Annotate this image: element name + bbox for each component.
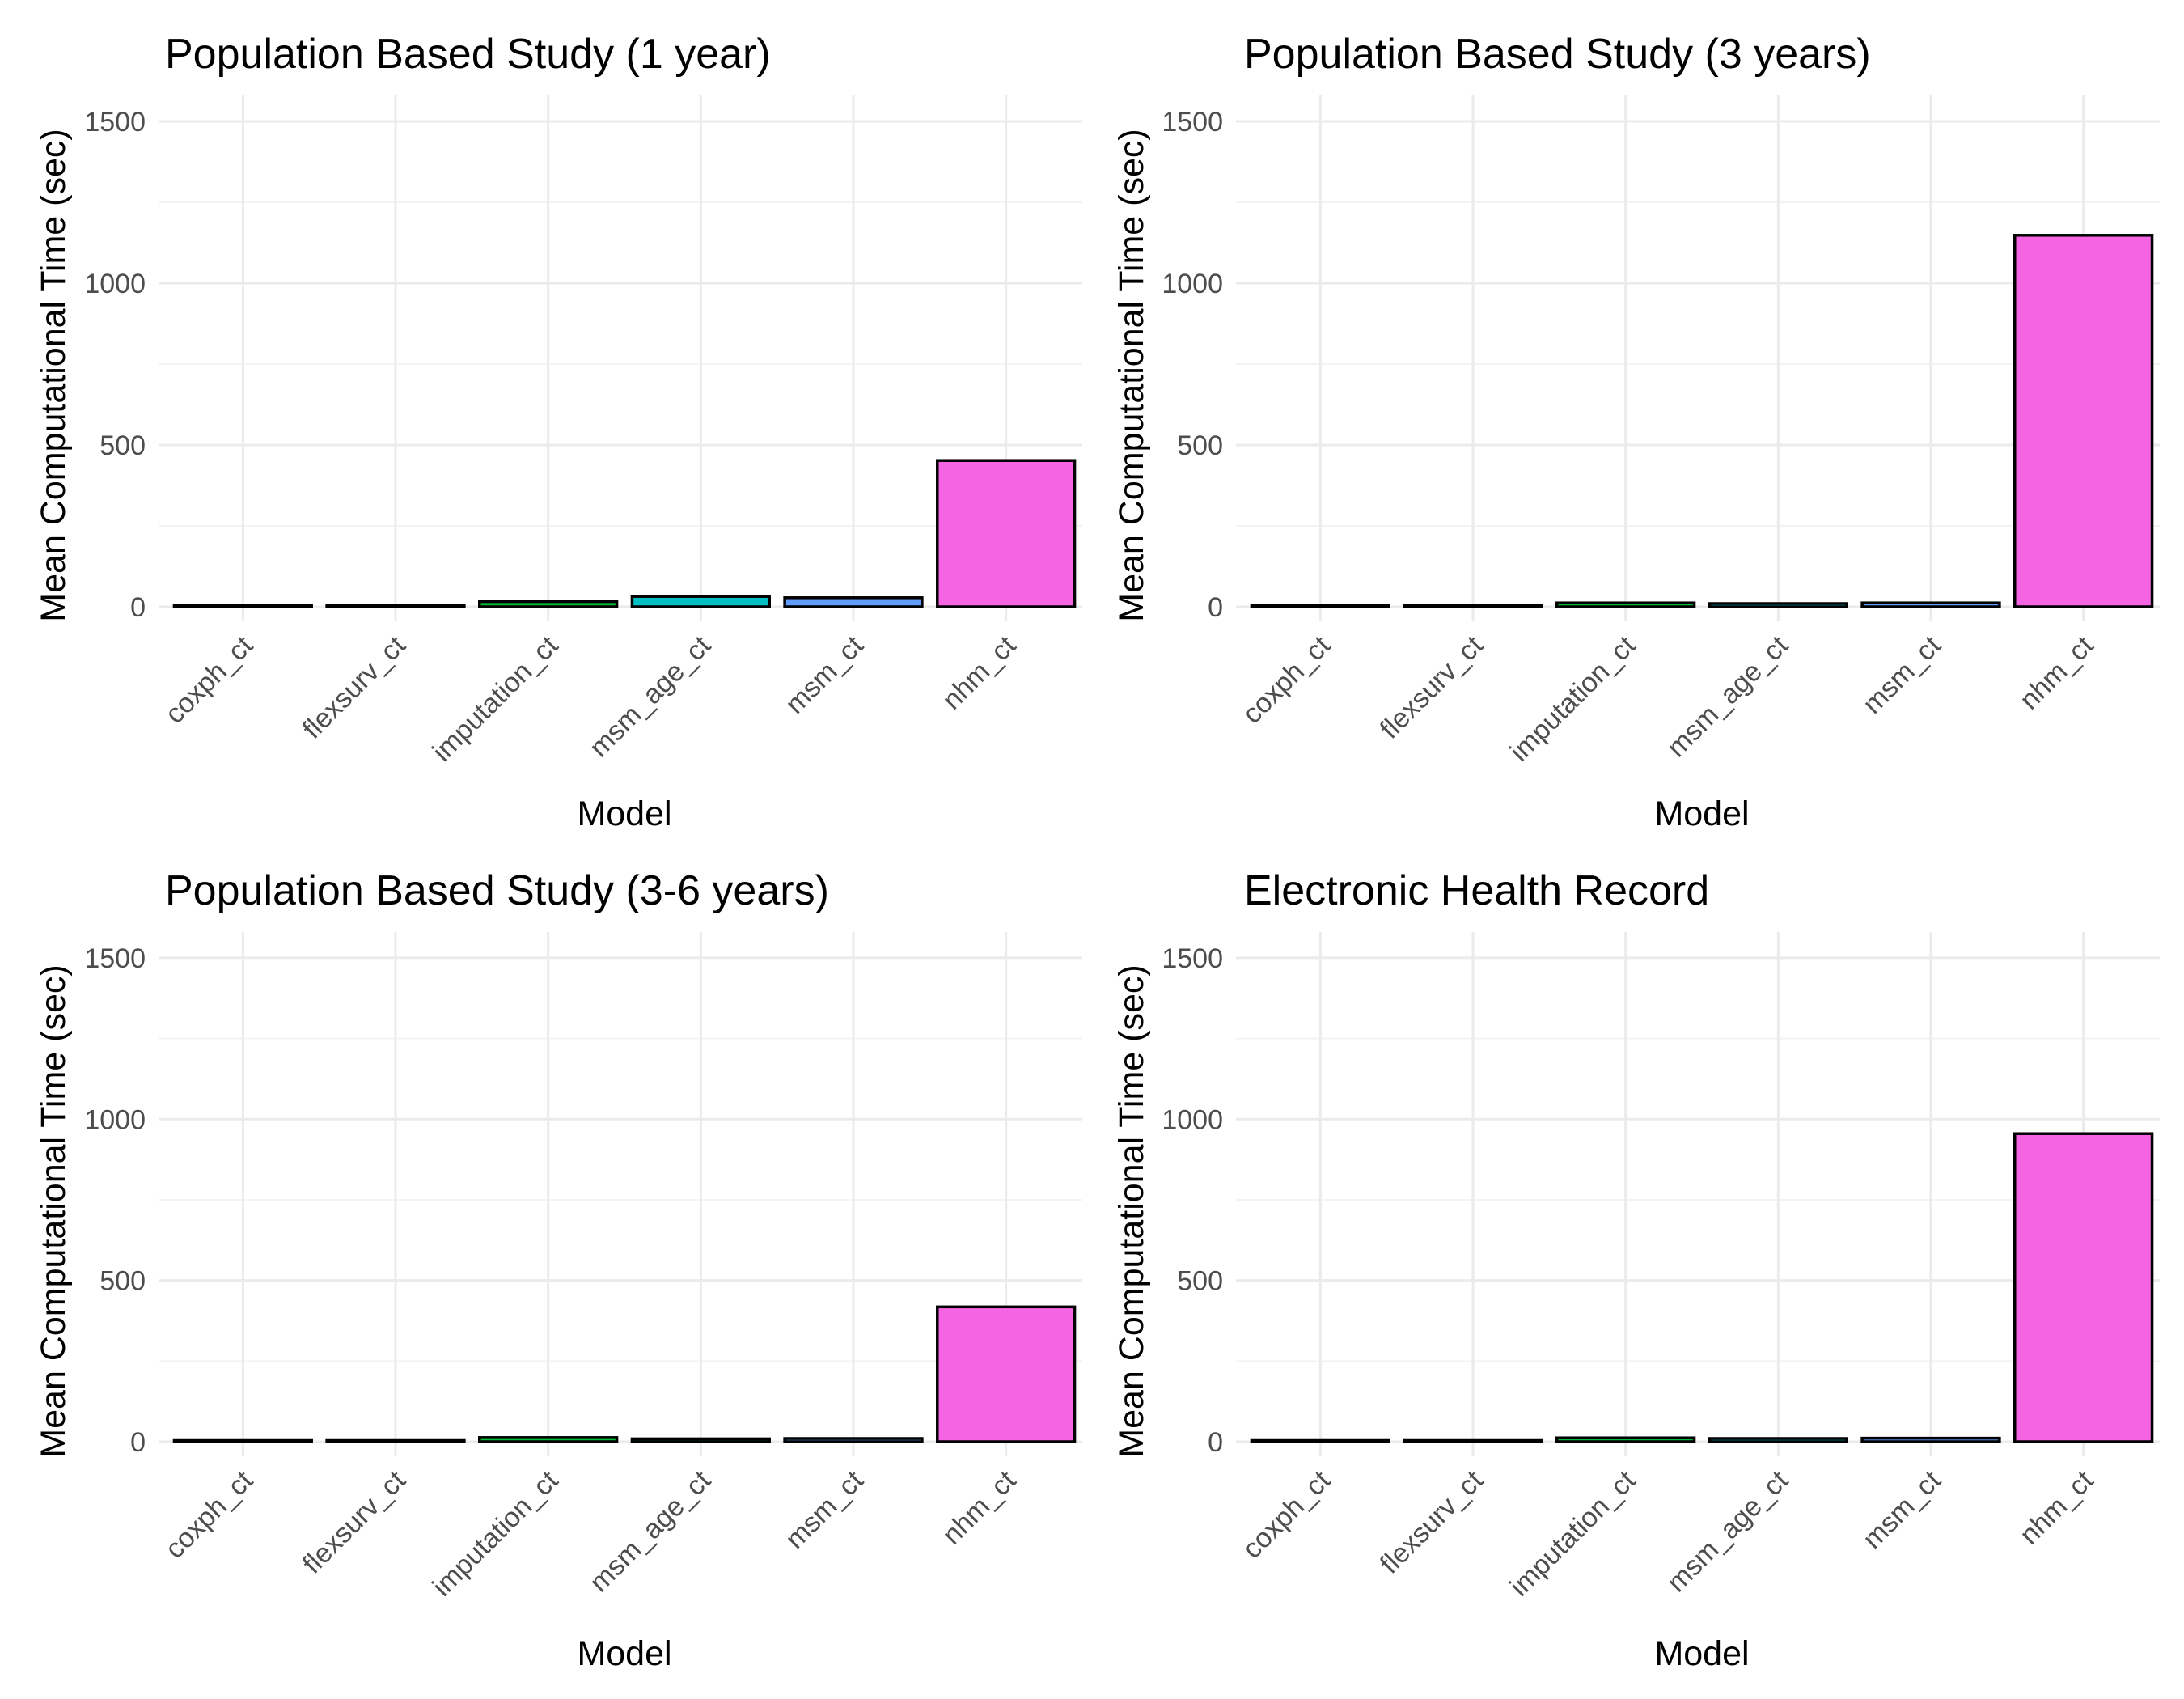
bar-msm_ct [1860, 601, 2001, 608]
x-tick-label: msm_ct [1857, 629, 1947, 719]
bar-msm_age_ct [630, 1437, 771, 1443]
x-axis-label: Model [1654, 794, 1749, 833]
x-tick-label: imputation_ct [426, 629, 564, 767]
bar-msm_age_ct [630, 595, 771, 608]
bar-imputation_ct [1555, 601, 1696, 608]
y-tick-label: 1500 [1162, 943, 1223, 974]
x-tick-label: coxph_ct [1237, 629, 1336, 729]
y-tick-label: 0 [130, 592, 146, 623]
y-tick-label: 1000 [84, 1104, 146, 1135]
bar-msm_ct [783, 1437, 924, 1443]
x-tick-label: flexsurv_ct [1374, 1464, 1489, 1579]
bar-msm_age_ct [1708, 1437, 1848, 1443]
x-tick-label: nhm_ct [937, 1464, 1022, 1550]
y-tick-label: 1500 [1162, 107, 1223, 138]
bar-coxph_ct [172, 604, 313, 608]
x-tick-label: imputation_ct [1504, 629, 1641, 767]
panel-title: Population Based Study (3 years) [1244, 31, 1871, 78]
bar-imputation_ct [478, 1436, 619, 1443]
x-tick-label: msm_ct [1857, 1464, 1947, 1554]
x-tick-label: msm_ct [780, 1464, 870, 1554]
bar-nhm_ct [936, 1305, 1077, 1443]
x-tick-label: flexsurv_ct [297, 629, 412, 744]
x-axis-label: Model [577, 1634, 671, 1673]
x-tick-label: msm_ct [780, 629, 870, 719]
y-tick-label: 1000 [1162, 269, 1223, 299]
bar-imputation_ct [478, 600, 619, 608]
bar-imputation_ct [1555, 1436, 1696, 1443]
bar-msm_ct [1860, 1436, 2001, 1443]
y-tick-label: 500 [99, 430, 146, 461]
bar-nhm_ct [936, 459, 1077, 608]
y-tick-label: 500 [99, 1266, 146, 1297]
panel-title: Electronic Health Record [1244, 867, 1709, 914]
panel-title: Population Based Study (1 year) [165, 31, 771, 78]
x-axis-label: Model [1654, 1634, 1749, 1673]
x-tick-label: nhm_ct [2014, 1464, 2100, 1550]
bar-coxph_ct [172, 1438, 313, 1443]
x-tick-label: imputation_ct [1504, 1464, 1641, 1602]
bar-flexsurv_ct [1403, 604, 1543, 608]
y-axis-label: Mean Computational Time (sec) [1112, 129, 1151, 621]
x-tick-label: nhm_ct [2014, 629, 2100, 715]
y-tick-label: 0 [1208, 592, 1223, 623]
x-tick-label: coxph_ct [159, 629, 259, 729]
bar-msm_ct [783, 596, 924, 608]
x-tick-label: coxph_ct [1237, 1464, 1336, 1564]
y-tick-label: 500 [1177, 430, 1223, 461]
y-tick-label: 1500 [84, 107, 146, 138]
chart-panel-3: 0 500 1000 1500 coxph_ct flexsurv_ct imputatio… [34, 867, 1082, 1673]
y-tick-label: 0 [1208, 1427, 1223, 1458]
bar-nhm_ct [2013, 234, 2154, 608]
x-tick-label: nhm_ct [937, 629, 1022, 715]
x-tick-label: msm_age_ct [1661, 1464, 1794, 1598]
x-tick-label: msm_age_ct [583, 629, 717, 763]
y-axis-label: Mean Computational Time (sec) [1112, 964, 1151, 1457]
y-tick-label: 500 [1177, 1266, 1223, 1297]
x-tick-label: coxph_ct [159, 1464, 259, 1564]
x-axis-label: Model [577, 794, 671, 833]
bar-coxph_ct [1250, 1438, 1390, 1443]
y-tick-label: 1000 [84, 269, 146, 299]
x-tick-label: msm_age_ct [1661, 629, 1794, 763]
bar-flexsurv_ct [325, 1438, 466, 1443]
bar-flexsurv_ct [325, 604, 466, 608]
panel-title: Population Based Study (3-6 years) [165, 867, 829, 914]
chart-panel-4: 0 500 1000 1500 coxph_ct flexsurv_ct imputatio… [1112, 867, 2160, 1673]
x-tick-label: flexsurv_ct [1374, 629, 1489, 744]
y-tick-label: 1000 [1162, 1104, 1223, 1135]
bar-flexsurv_ct [1403, 1438, 1543, 1443]
y-axis-label: Mean Computational Time (sec) [34, 129, 73, 621]
bar-coxph_ct [1250, 604, 1390, 608]
y-axis-label: Mean Computational Time (sec) [34, 964, 73, 1457]
x-tick-label: msm_age_ct [583, 1464, 717, 1598]
chart-panel-2: 0 500 1000 1500 coxph_ct flexsurv_ct imputatio… [1112, 31, 2160, 833]
bar-msm_age_ct [1708, 602, 1848, 608]
y-tick-label: 0 [130, 1427, 146, 1458]
bar-nhm_ct [2013, 1132, 2154, 1443]
chart-panel-1: 0 500 1000 1500 coxph_ct flexsurv_ct imputatio… [34, 31, 1082, 833]
x-tick-label: flexsurv_ct [297, 1464, 412, 1579]
y-tick-label: 1500 [84, 943, 146, 974]
x-tick-label: imputation_ct [426, 1464, 564, 1602]
